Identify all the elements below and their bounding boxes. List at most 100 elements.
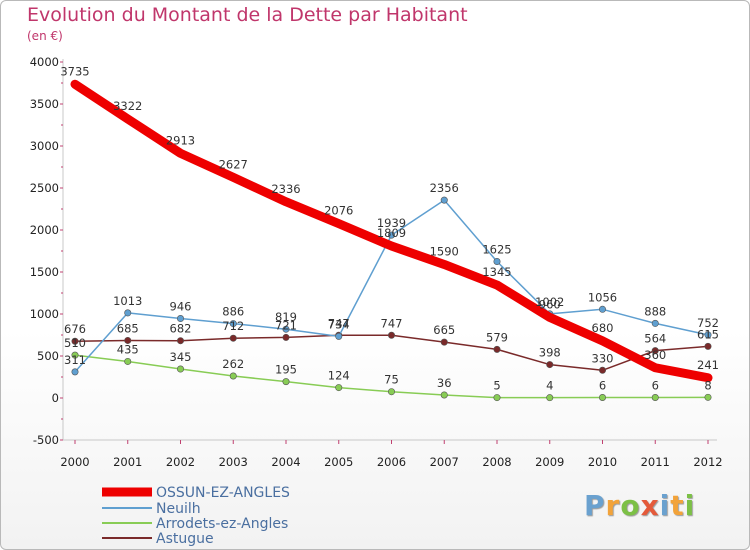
data-label: 3322 [113, 99, 142, 113]
y-tick-label: 4000 [30, 55, 59, 69]
data-label: 435 [117, 342, 139, 356]
data-label: 615 [697, 327, 719, 341]
data-label: 262 [222, 357, 244, 371]
proxiti-logo: Proxiti [584, 489, 696, 522]
y-tick-label: -500 [33, 433, 59, 447]
data-point [124, 336, 132, 344]
data-point [440, 391, 448, 399]
x-tick-label: 2004 [271, 455, 300, 469]
y-tick-label: 1000 [30, 307, 59, 321]
data-label: 311 [64, 353, 86, 367]
data-point [229, 372, 237, 380]
data-label: 946 [170, 300, 192, 314]
x-tick-label: 2012 [693, 455, 722, 469]
legend-label: OSSUN-EZ-ANGLES [156, 485, 290, 501]
y-tick-label: 500 [37, 349, 59, 363]
y-tick-label: 0 [52, 391, 59, 405]
x-tick-label: 2002 [166, 455, 195, 469]
data-point [282, 378, 290, 386]
data-point [546, 394, 554, 402]
data-point [124, 357, 132, 365]
data-point [282, 325, 290, 333]
data-label: 712 [222, 319, 244, 333]
data-label: 3735 [60, 64, 89, 78]
data-label: 510 [64, 336, 86, 350]
data-point [335, 384, 343, 392]
data-label: 36 [437, 376, 452, 390]
x-tick-label: 2005 [324, 455, 353, 469]
data-label: 6 [599, 378, 606, 392]
data-label: 5 [493, 379, 500, 393]
data-point [229, 334, 237, 342]
data-label: 2356 [430, 181, 459, 195]
data-label: 1625 [482, 243, 511, 257]
data-label: 330 [592, 351, 614, 365]
data-label: 75 [384, 373, 399, 387]
data-label: 960 [539, 297, 561, 311]
data-label: 1939 [377, 216, 406, 230]
data-point [704, 331, 712, 339]
legend-label: Astugue [156, 531, 214, 547]
data-label: 564 [644, 332, 666, 346]
data-label: 676 [64, 322, 86, 336]
data-label: 4 [546, 379, 553, 393]
data-label: 682 [170, 322, 192, 336]
data-label: 685 [117, 321, 139, 335]
data-label: 1809 [377, 226, 406, 240]
data-point [598, 305, 606, 313]
data-point [387, 388, 395, 396]
data-label: 747 [328, 316, 350, 330]
data-point [440, 196, 448, 204]
data-label: 2076 [324, 204, 353, 218]
x-tick-label: 2011 [641, 455, 670, 469]
data-point [493, 345, 501, 353]
data-label: 241 [697, 358, 719, 372]
data-label: 680 [592, 321, 614, 335]
data-point [282, 333, 290, 341]
data-point [71, 351, 79, 359]
data-label: 1056 [588, 290, 617, 304]
data-label: 2913 [166, 133, 195, 147]
data-label: 665 [433, 323, 455, 337]
y-tick-label: 2500 [30, 181, 59, 195]
x-tick-label: 2009 [535, 455, 564, 469]
data-point [546, 361, 554, 369]
data-label: 888 [644, 304, 666, 318]
data-point [493, 394, 501, 402]
y-tick-label: 3000 [30, 139, 59, 153]
data-label: 195 [275, 363, 297, 377]
x-tick-label: 2000 [60, 455, 89, 469]
data-point [177, 315, 185, 323]
data-label: 345 [170, 350, 192, 364]
x-tick-label: 2008 [482, 455, 511, 469]
data-point [229, 320, 237, 328]
chart-title: Evolution du Montant de la Dette par Hab… [27, 4, 468, 26]
data-point [493, 257, 501, 265]
data-label: 360 [644, 348, 666, 362]
data-point [704, 342, 712, 350]
data-point [387, 231, 395, 239]
x-tick-label: 2003 [219, 455, 248, 469]
data-label: 579 [486, 330, 508, 344]
x-tick-label: 2006 [377, 455, 406, 469]
chart-subtitle: (en €) [27, 29, 63, 43]
data-point [387, 331, 395, 339]
data-point [651, 319, 659, 327]
legend-label: Neuilh [156, 501, 201, 517]
data-point [335, 332, 343, 340]
data-point [651, 393, 659, 401]
data-point [704, 393, 712, 401]
data-label: 1590 [430, 244, 459, 258]
data-label: 124 [328, 369, 350, 383]
x-tick-label: 2010 [588, 455, 617, 469]
x-tick-label: 2001 [113, 455, 142, 469]
data-label: 2627 [219, 157, 248, 171]
data-point [440, 338, 448, 346]
data-label: 6 [652, 378, 659, 392]
data-point [598, 366, 606, 374]
data-point [71, 368, 79, 376]
data-point [598, 393, 606, 401]
data-point [177, 365, 185, 373]
data-label: 1345 [482, 265, 511, 279]
